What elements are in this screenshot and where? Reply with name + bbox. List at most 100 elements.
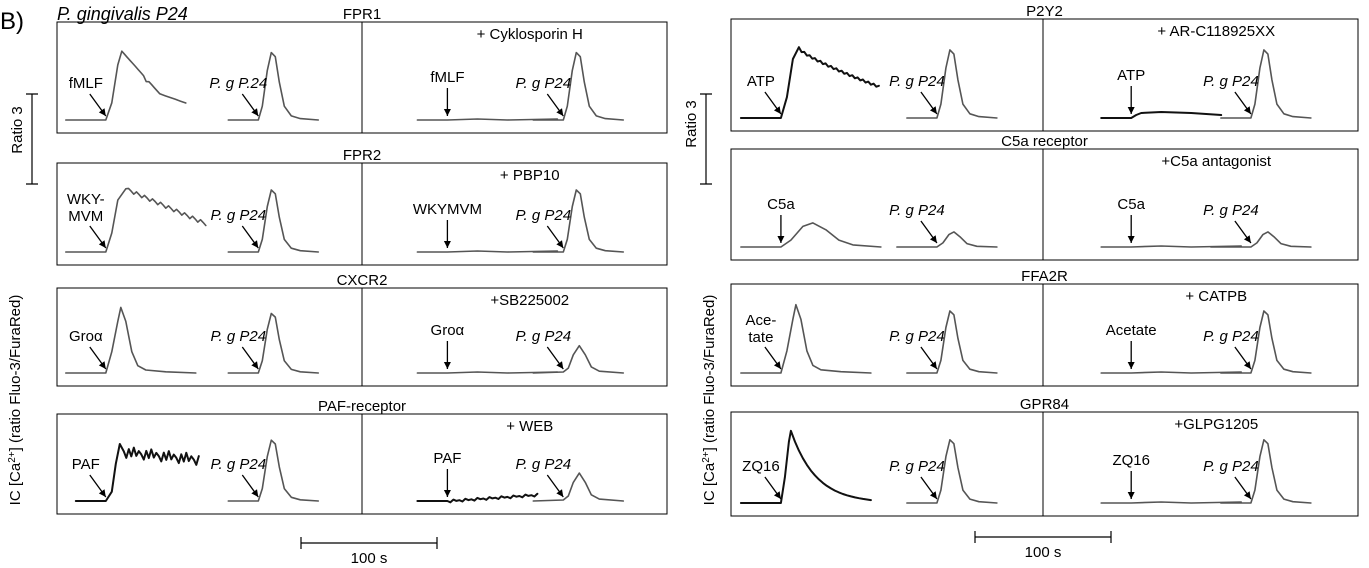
- stimulus-label: fMLF: [69, 75, 103, 92]
- receptor-panel: P2Y2 + AR-C118925XX ATP P. g P24 ATP P. g P24: [730, 3, 1359, 132]
- calcium-trace: [416, 118, 559, 121]
- ratio-scale-label-right: Ratio 3: [683, 100, 700, 148]
- stimulus-arrowhead: [773, 491, 781, 499]
- calcium-trace: [227, 189, 320, 253]
- inhibitor-label: +C5a antagonist: [1161, 153, 1271, 170]
- stimulus-arrowhead: [777, 236, 785, 243]
- inhibitor-label: +GLPG1205: [1174, 416, 1258, 433]
- stimulus-arrowhead: [1127, 492, 1135, 499]
- calcium-trace: [906, 49, 998, 119]
- calcium-trace: [740, 303, 872, 374]
- stimulus-label: P. g P24: [515, 207, 571, 224]
- inhibitor-label: + Cyklosporin H: [477, 26, 583, 43]
- stimulus-arrowhead: [556, 108, 564, 116]
- inhibitor-label: + PBP10: [500, 167, 560, 184]
- stimulus-label: C5a: [1117, 196, 1145, 213]
- calcium-trace: [227, 312, 320, 374]
- stimulus-label: Groα: [431, 322, 465, 339]
- panel-frame: [730, 283, 1359, 387]
- receptor-title: FPR1: [343, 6, 381, 23]
- stimulus-label: C5a: [767, 196, 795, 213]
- calcium-trace: [416, 371, 559, 374]
- receptor-title: FFA2R: [1021, 268, 1068, 285]
- calcium-trace: [1220, 439, 1312, 504]
- stimulus-label: ZQ16: [742, 458, 780, 475]
- receptor-title: GPR84: [1020, 396, 1069, 413]
- stimulus-arrowhead: [1127, 362, 1135, 369]
- calcium-trace: [532, 344, 625, 374]
- stimulus-arrowhead: [98, 108, 106, 116]
- stimulus-label: P. g P24: [889, 202, 945, 219]
- inhibitor-label: +SB225002: [490, 292, 569, 309]
- stimulus-label: P. g P24: [889, 328, 945, 345]
- calcium-trace: [1220, 49, 1312, 119]
- calcium-trace: [739, 429, 872, 504]
- stimulus-arrowhead: [1243, 361, 1251, 369]
- stimulus-arrowhead: [556, 489, 564, 497]
- stimulus-arrowhead: [443, 109, 451, 116]
- panel-frame: [730, 18, 1359, 132]
- calcium-trace: [1100, 501, 1242, 504]
- receptor-title: P2Y2: [1026, 3, 1063, 20]
- stimulus-label: P. g P24: [1203, 458, 1259, 475]
- stimulus-label: PAF: [72, 456, 100, 473]
- stimulus-arrowhead: [443, 241, 451, 248]
- stimulus-label: ATP: [747, 73, 775, 90]
- y-axis-label-left: IC [Ca2+] (ratio Fluo-3/FuraRed): [7, 295, 25, 506]
- stimulus-arrowhead: [1243, 106, 1251, 114]
- stimulus-label: P. g P24: [1203, 202, 1259, 219]
- receptor-panel: FPR2 + PBP10 WKY-MVM P. g P24 WKYMVM P. g P24: [56, 147, 668, 266]
- calcium-trace: [532, 472, 625, 502]
- calcium-trace: [1100, 111, 1223, 119]
- stimulus-label: ZQ16: [1112, 452, 1150, 469]
- stimulus-arrowhead: [251, 361, 259, 369]
- receptor-panel: CXCR2 +SB225002 Groα P. g P24 Groα P. g P24: [56, 272, 668, 387]
- time-scale-label-right: 100 s: [1025, 544, 1062, 561]
- calcium-trace: [906, 310, 998, 374]
- calcium-trace: [74, 443, 200, 502]
- stimulus-arrowhead: [1243, 491, 1251, 499]
- panel-frame: [730, 148, 1359, 261]
- receptor-panels: FPR1 + Cyklosporin H fMLF P. g P.24 fMLF P. g…: [56, 3, 1359, 517]
- stimulus-label: P. g P24: [1203, 73, 1259, 90]
- stimulus-label: Ace-: [745, 312, 776, 329]
- stimulus-arrowhead: [556, 361, 564, 369]
- strain-title: P. gingivalis P24: [57, 4, 188, 24]
- calcium-trace: [1100, 245, 1242, 248]
- calcium-trace: [227, 51, 320, 121]
- ratio-scale-bar-right: [700, 93, 712, 185]
- stimulus-label: P. g P24: [515, 456, 571, 473]
- panel-letter: B): [0, 8, 24, 35]
- calcium-trace: [740, 222, 882, 248]
- calcium-trace: [1210, 231, 1312, 248]
- stimulus-arrowhead: [773, 361, 781, 369]
- stimulus-arrowhead: [929, 235, 937, 243]
- receptor-title: PAF-receptor: [318, 398, 406, 415]
- receptor-title: FPR2: [343, 147, 381, 164]
- stimulus-label: fMLF: [430, 69, 464, 86]
- stimulus-label: WKYMVM: [413, 201, 482, 218]
- stimulus-label: P. g P24: [1203, 328, 1259, 345]
- stimulus-label: P. g P24: [889, 458, 945, 475]
- calcium-trace: [416, 492, 539, 504]
- receptor-panel: FPR1 + Cyklosporin H fMLF P. g P.24 fMLF P. g…: [56, 6, 668, 134]
- stimulus-arrowhead: [443, 362, 451, 369]
- inhibitor-label: + CATPB: [1185, 288, 1247, 305]
- stimulus-label: WKY-: [67, 191, 105, 208]
- stimulus-label: P. g P24: [210, 328, 266, 345]
- stimulus-label-line2: tate: [748, 329, 773, 346]
- stimulus-label: P. g P24: [210, 456, 266, 473]
- ratio-scale-bar-left: [26, 93, 38, 185]
- stimulus-label-line2: MVM: [68, 208, 103, 225]
- calcium-trace: [532, 51, 625, 121]
- calcium-trace: [227, 439, 320, 502]
- calcium-trace: [1220, 310, 1312, 374]
- stimulus-arrowhead: [98, 240, 106, 248]
- stimulus-arrowhead: [98, 361, 106, 369]
- inhibitor-label: + AR-C118925XX: [1157, 23, 1275, 40]
- receptor-title: C5a receptor: [1001, 133, 1088, 150]
- stimulus-arrowhead: [556, 240, 564, 248]
- calcium-trace: [65, 187, 207, 253]
- calcium-trace: [416, 250, 559, 253]
